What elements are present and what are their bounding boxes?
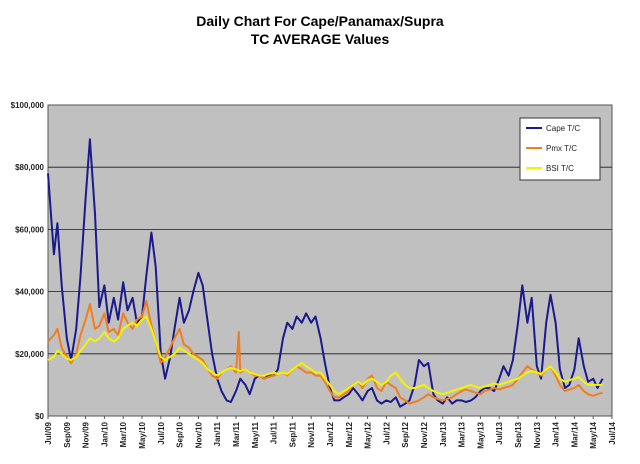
y-tick-label: $60,000 <box>15 225 44 234</box>
x-tick-label: Jan/10 <box>100 421 109 446</box>
y-tick-label: $80,000 <box>15 163 44 172</box>
x-tick-label: Mar/12 <box>345 421 354 447</box>
series-line-bsi-t-c <box>47 315 603 396</box>
x-tick-label: Jul/13 <box>495 421 504 444</box>
x-tick-label: Sep/12 <box>401 421 410 447</box>
x-tick-label: Jul/11 <box>270 421 279 444</box>
x-tick-label: Jan/12 <box>326 421 335 446</box>
plot-area <box>47 104 613 417</box>
y-tick-label: $40,000 <box>15 288 44 297</box>
x-tick-label: Jul/10 <box>157 421 166 444</box>
legend-entry: Pmx T/C <box>546 144 577 153</box>
y-tick-label: $0 <box>35 412 44 421</box>
y-tick-label: $20,000 <box>15 350 44 359</box>
chart-title: Daily Chart For Cape/Panamax/Supra <box>196 13 444 29</box>
x-tick-label: Sep/10 <box>176 421 185 447</box>
x-tick-label: Nov/09 <box>82 421 91 448</box>
x-tick-label: Jul/09 <box>44 421 53 444</box>
x-tick-label: Nov/12 <box>420 421 429 448</box>
x-tick-label: Jul/12 <box>382 421 391 444</box>
x-tick-label: Nov/13 <box>533 421 542 448</box>
x-tick-label: May/13 <box>476 421 485 448</box>
x-tick-label: Sep/09 <box>63 421 72 447</box>
x-tick-label: Jul/14 <box>608 421 617 444</box>
x-tick-label: Mar/11 <box>232 421 241 446</box>
x-tick-label: Mar/13 <box>458 421 467 447</box>
legend-entry: Cape T/C <box>546 124 580 133</box>
x-tick-label: May/11 <box>251 421 260 448</box>
series-line-pmx-t-c <box>47 299 603 405</box>
x-tick-label: Nov/11 <box>307 421 316 447</box>
chart-subtitle: TC AVERAGE Values <box>250 31 390 47</box>
x-tick-label: Sep/13 <box>514 421 523 447</box>
x-tick-label: Nov/10 <box>194 421 203 448</box>
x-tick-label: Mar/14 <box>570 421 579 447</box>
y-tick-label: $100,000 <box>11 101 45 110</box>
x-tick-label: Jan/13 <box>439 421 448 446</box>
x-tick-label: May/10 <box>138 421 147 448</box>
legend-entry: BSI T/C <box>546 164 574 173</box>
x-tick-label: Jan/14 <box>552 421 561 446</box>
x-tick-label: Jan/11 <box>213 421 222 446</box>
x-tick-label: Mar/10 <box>119 421 128 447</box>
x-tick-label: May/14 <box>589 421 598 448</box>
x-tick-label: Sep/11 <box>288 421 297 447</box>
x-tick-label: May/12 <box>364 421 373 448</box>
